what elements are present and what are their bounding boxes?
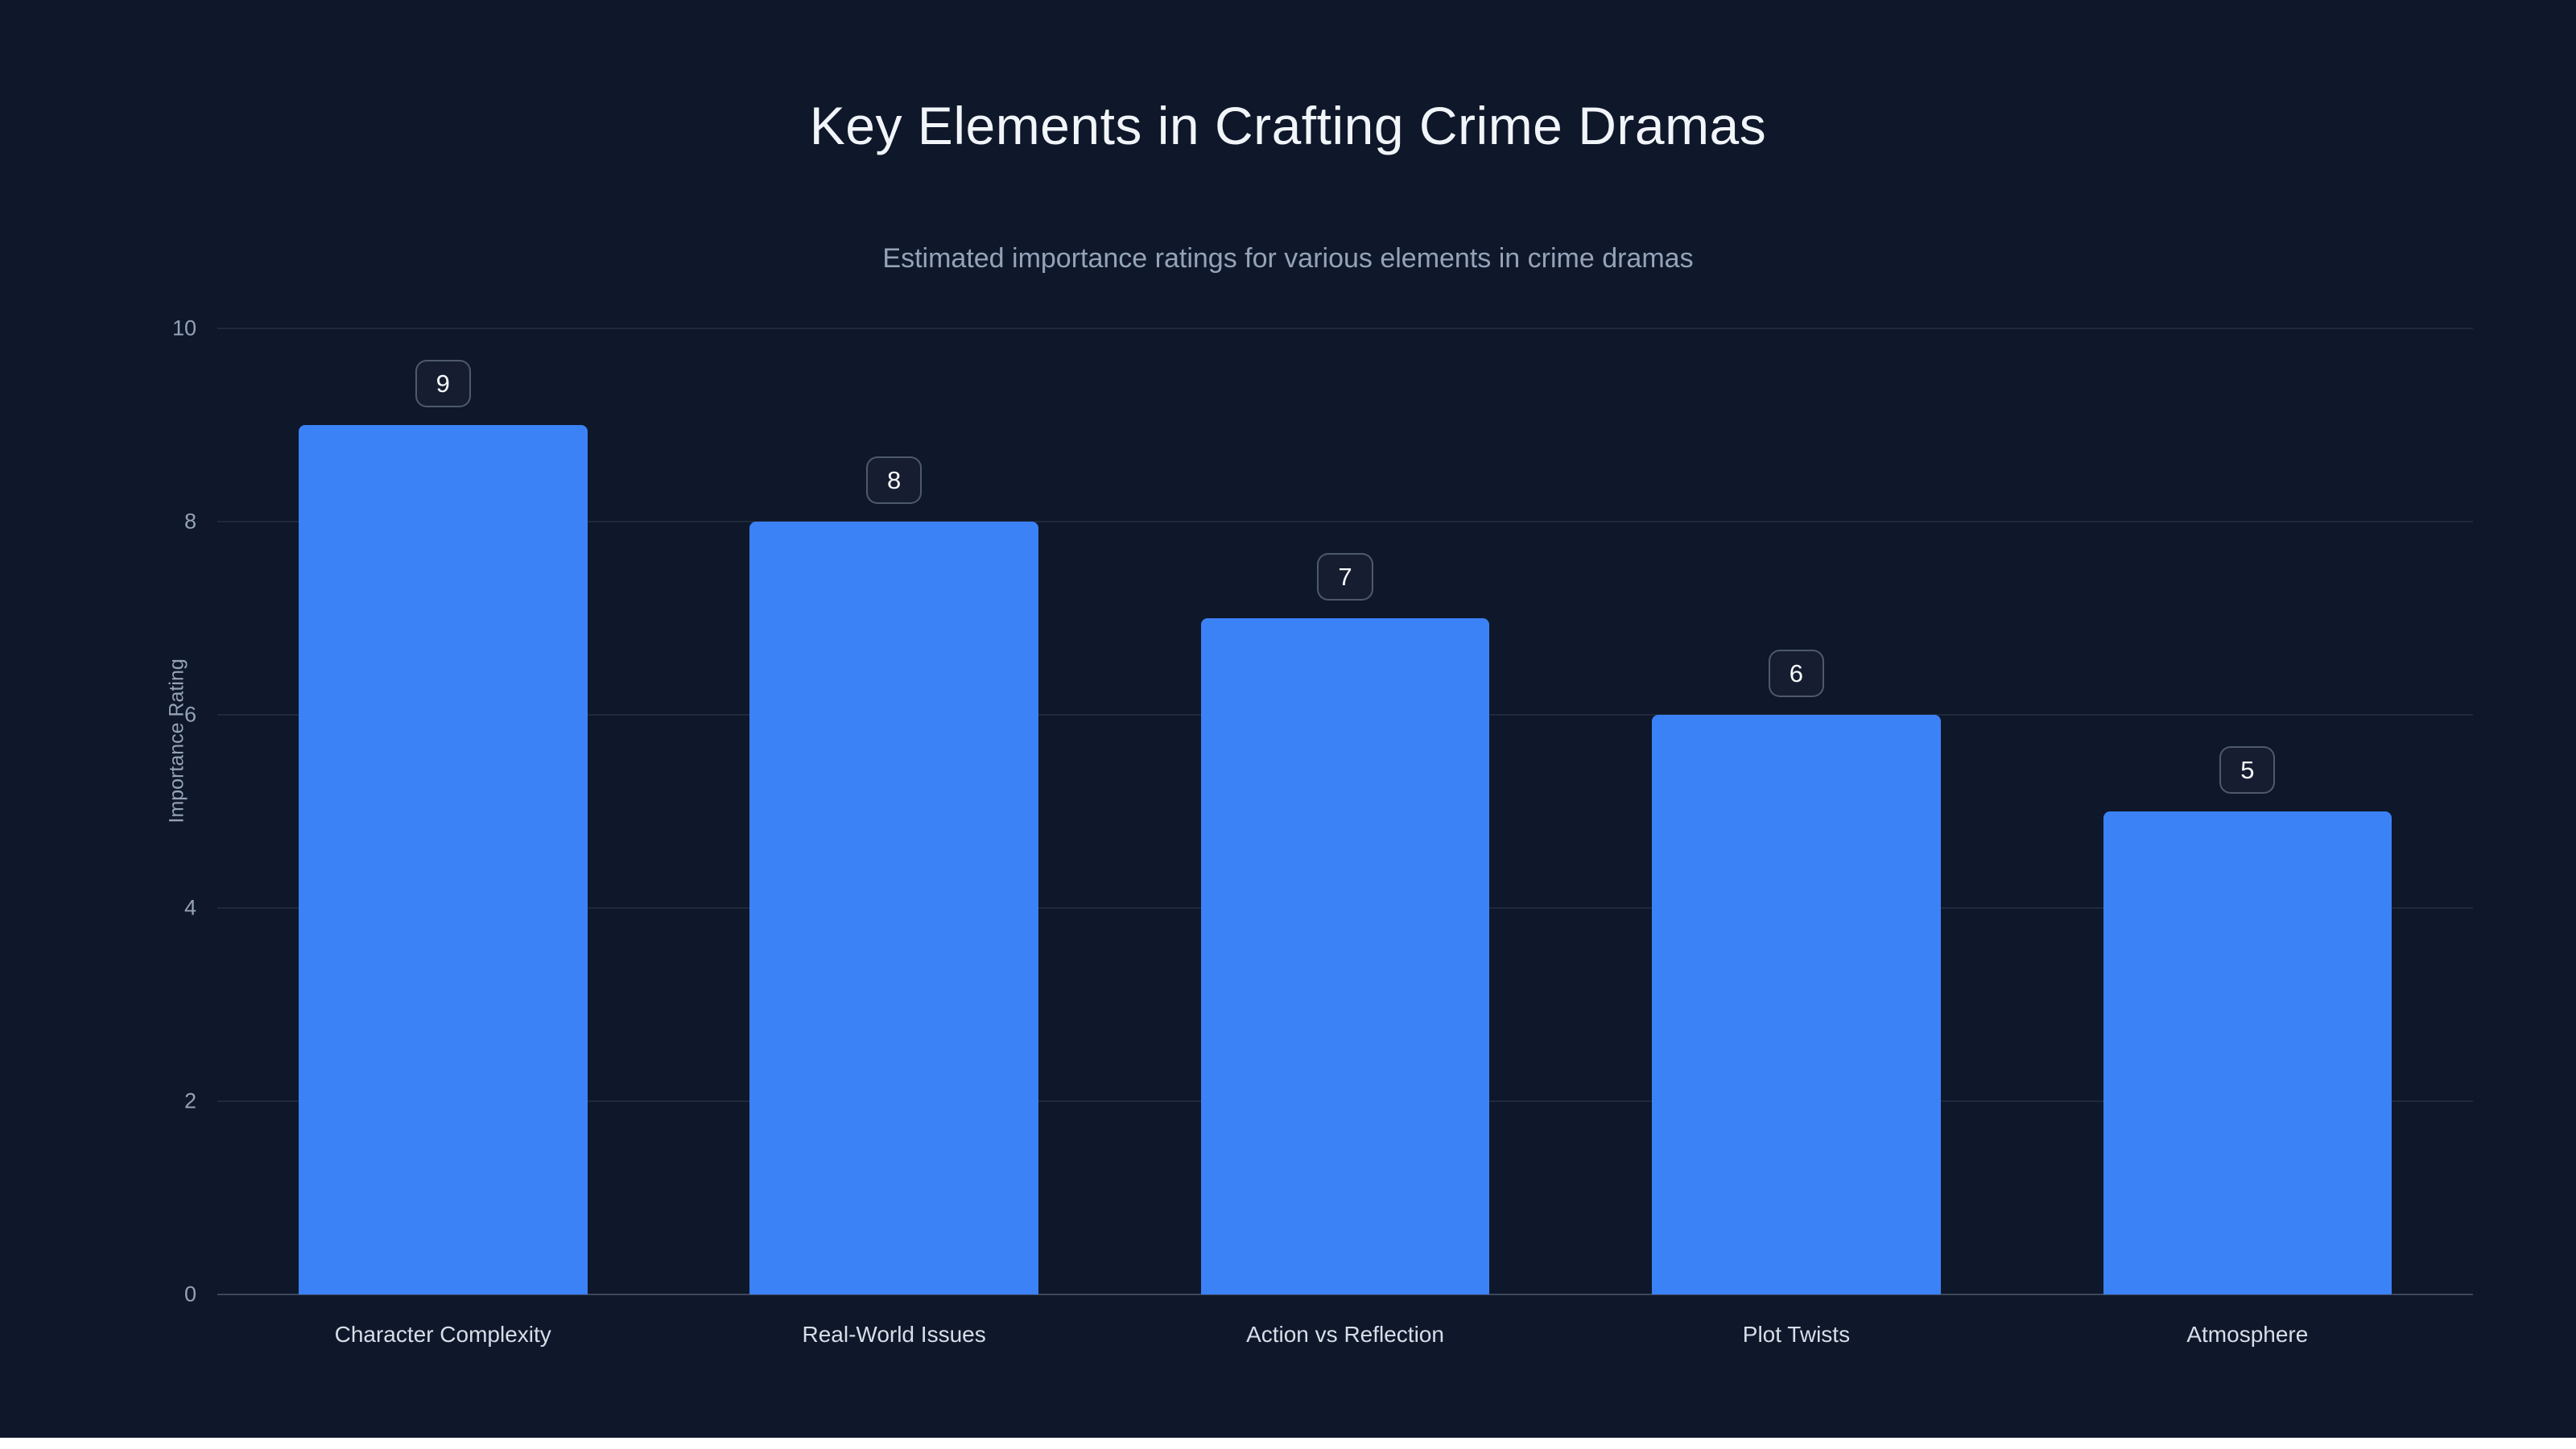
bar [749,522,1038,1294]
y-tick-label: 4 [184,895,196,920]
bottom-strip [0,1438,2576,1449]
y-tick-label: 10 [171,316,196,341]
bar-column: 9 [217,328,668,1294]
x-axis-label: Plot Twists [1742,1322,1851,1347]
plot-area: 9 8 7 6 5 0 2 4 6 8 10 [172,316,2473,1307]
bar-value-badge: 6 [1768,650,1825,697]
bar-value-badge: 8 [865,456,923,504]
bar [298,425,588,1294]
bar-column: 6 [1571,328,2021,1294]
bar-column: 8 [668,328,1119,1294]
chart-title: Key Elements in Crafting Crime Dramas [809,96,1767,155]
bar-value-badge: 7 [1317,553,1373,601]
x-axis-label: Character Complexity [334,1322,551,1347]
bar-value-badge: 5 [2219,746,2276,794]
bar-chart: 9 8 7 6 5 0 2 4 6 8 10 Character Complexity Real-W… [172,316,2473,1347]
y-tick-label: 2 [184,1088,196,1113]
bar [1652,715,1941,1294]
bar-column: 5 [2022,328,2473,1294]
bar [2103,811,2392,1294]
chart-subtitle: Estimated importance ratings for various… [882,243,1694,274]
y-tick-label: 8 [184,509,196,534]
bar-value-badge: 9 [415,360,471,407]
bars-container: 9 8 7 6 5 [217,328,2473,1294]
x-axis-label: Real-World Issues [802,1322,986,1347]
y-tick-label: 0 [184,1282,196,1307]
bar-column: 7 [1120,328,1571,1294]
y-axis-title: Importance Rating [165,658,188,824]
y-tick-label: 6 [184,702,196,727]
x-axis-label: Action vs Reflection [1246,1322,1444,1347]
gridline [217,1294,2473,1295]
gridline [217,521,2473,522]
bar [1200,618,1490,1294]
x-axis-label: Atmosphere [2186,1322,2309,1347]
x-axis-labels: Character Complexity Real-World Issues Act… [217,1322,2473,1348]
gridline [217,328,2473,329]
